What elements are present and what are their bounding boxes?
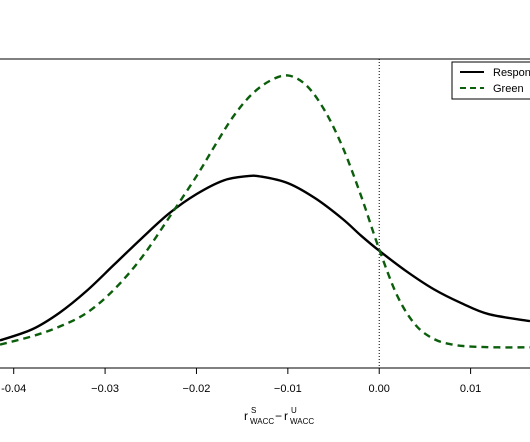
x-title-r2: r [284, 409, 288, 423]
legend-label-green: Green [493, 83, 524, 95]
legend: Respon Green [451, 61, 530, 100]
x-title-minus: − [275, 409, 282, 423]
x-tick-label: 0.00 [369, 383, 390, 395]
x-tick-label: 0.01 [460, 383, 481, 395]
x-tick-label: −0.03 [91, 383, 119, 395]
legend-box [451, 61, 530, 100]
x-tick-label: −0.01 [274, 383, 302, 395]
series-line-green [0, 74, 530, 349]
x-axis: -0.04 −0.03 −0.02 −0.01 0.00 0.01 [1, 368, 481, 395]
x-title-sup2: U [291, 406, 297, 415]
legend-label-respon: Respon [493, 67, 530, 79]
x-tick-label: -0.04 [1, 383, 26, 395]
x-title-r1: r [244, 409, 248, 423]
x-title-sub1: WACC [250, 417, 274, 426]
series-layer [0, 74, 530, 349]
series-line-respon [0, 174, 530, 342]
x-title-sup1: S [251, 406, 256, 415]
x-axis-title: r S WACC − r U WACC [244, 406, 314, 426]
x-tick-label: −0.02 [183, 383, 211, 395]
x-title-sub2: WACC [290, 417, 314, 426]
